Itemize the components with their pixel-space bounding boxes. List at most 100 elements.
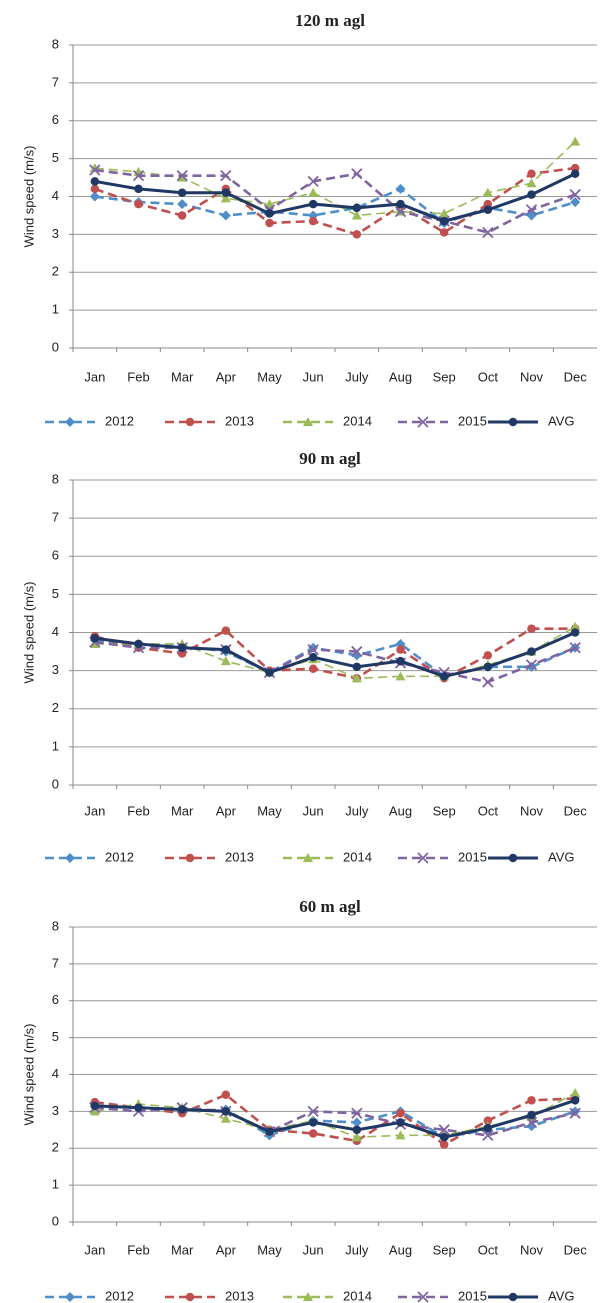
legend-label: 2013 bbox=[225, 413, 254, 428]
marker bbox=[308, 216, 318, 226]
series-line bbox=[94, 1106, 576, 1137]
x-tick-label: Apr bbox=[216, 803, 237, 818]
marker bbox=[439, 1140, 449, 1149]
legend-marker bbox=[185, 1292, 195, 1302]
series-line bbox=[94, 631, 576, 678]
legend-label: 2014 bbox=[343, 413, 372, 428]
y-axis-label: Wind speed (m/s) bbox=[21, 582, 36, 684]
marker bbox=[177, 643, 187, 652]
x-tick-label: May bbox=[257, 803, 282, 818]
marker bbox=[177, 211, 187, 220]
y-tick-label: 5 bbox=[52, 1029, 59, 1044]
x-tick-label: Mar bbox=[171, 1242, 194, 1257]
y-tick-label: 3 bbox=[52, 1103, 59, 1118]
series-line bbox=[94, 627, 576, 680]
legend-label: 2015 bbox=[458, 849, 487, 864]
legend-marker bbox=[508, 1292, 518, 1302]
x-tick-label: Dec bbox=[564, 803, 588, 818]
marker bbox=[526, 178, 537, 188]
y-tick-label: 0 bbox=[52, 1213, 59, 1228]
marker bbox=[483, 205, 493, 215]
marker bbox=[396, 199, 405, 209]
marker bbox=[483, 1116, 493, 1125]
marker bbox=[90, 1101, 100, 1111]
chart: 60 m agl Wind speed (m/s) 0 1 2 3 4 5 6 7 8 Jan Feb M… bbox=[21, 897, 597, 1303]
marker bbox=[483, 662, 493, 672]
series-line bbox=[94, 172, 576, 223]
marker bbox=[396, 1118, 405, 1127]
marker bbox=[351, 1132, 362, 1142]
marker bbox=[527, 1110, 536, 1120]
x-tick-label: Dec bbox=[564, 369, 588, 384]
marker bbox=[394, 206, 407, 218]
series-line bbox=[94, 166, 576, 236]
marker bbox=[177, 188, 187, 197]
marker bbox=[307, 175, 319, 187]
marker bbox=[265, 218, 274, 228]
legend-label: AVG bbox=[548, 1288, 575, 1303]
marker bbox=[569, 642, 581, 654]
marker bbox=[527, 1096, 536, 1105]
marker bbox=[220, 656, 231, 666]
x-tick-label: Jun bbox=[303, 1242, 324, 1257]
y-tick-label: 6 bbox=[52, 992, 59, 1007]
legend-label: 2012 bbox=[105, 849, 134, 864]
marker bbox=[525, 204, 538, 216]
marker bbox=[220, 170, 232, 182]
marker bbox=[89, 164, 101, 176]
marker bbox=[89, 191, 100, 202]
marker bbox=[482, 187, 493, 197]
y-tick-label: 7 bbox=[52, 510, 59, 525]
legend-marker bbox=[65, 853, 75, 863]
y-tick-label: 4 bbox=[52, 1066, 59, 1081]
chart: 120 m agl Wind speed (m/s) 0 1 2 3 4 5 6 7 8 Jan Feb… bbox=[21, 11, 597, 428]
y-tick-label: 5 bbox=[52, 586, 59, 601]
legend-label: 2015 bbox=[458, 413, 487, 428]
y-tick-label: 6 bbox=[52, 112, 59, 127]
x-tick-label: Mar bbox=[171, 369, 194, 384]
x-tick-label: Dec bbox=[564, 1242, 588, 1257]
marker bbox=[351, 210, 362, 220]
marker bbox=[526, 661, 537, 672]
marker bbox=[308, 664, 318, 673]
x-tick-label: Apr bbox=[216, 369, 237, 384]
y-tick-label: 0 bbox=[52, 339, 59, 354]
marker bbox=[396, 656, 405, 666]
marker bbox=[221, 626, 231, 635]
legend-label: 2012 bbox=[105, 413, 134, 428]
marker bbox=[221, 1090, 231, 1100]
y-tick-label: 2 bbox=[52, 264, 59, 279]
x-tick-label: Feb bbox=[127, 803, 149, 818]
x-tick-label: Nov bbox=[520, 369, 544, 384]
legend-marker bbox=[303, 1292, 313, 1301]
y-tick-label: 8 bbox=[52, 36, 59, 51]
chart: 90 m agl Wind speed (m/s) 0 1 2 3 4 5 6 7 8 Jan Feb M… bbox=[21, 449, 597, 864]
marker bbox=[134, 199, 143, 209]
legend-label: 2014 bbox=[343, 849, 372, 864]
x-tick-label: Jan bbox=[84, 803, 105, 818]
legend-marker bbox=[303, 853, 313, 862]
marker bbox=[132, 170, 145, 182]
chart-title: 120 m agl bbox=[295, 11, 365, 30]
legend-label: AVG bbox=[548, 849, 575, 864]
legend-marker bbox=[65, 417, 75, 427]
legend-label: AVG bbox=[548, 413, 575, 428]
marker bbox=[569, 188, 581, 201]
marker bbox=[352, 230, 362, 239]
marker bbox=[177, 1105, 187, 1114]
series-line bbox=[94, 168, 576, 234]
marker bbox=[527, 190, 536, 199]
marker bbox=[176, 170, 188, 182]
legend-label: 2012 bbox=[105, 1288, 134, 1303]
marker bbox=[308, 1118, 318, 1127]
legend-marker bbox=[417, 852, 429, 864]
marker bbox=[351, 1107, 363, 1119]
marker bbox=[308, 1129, 318, 1138]
x-tick-label: May bbox=[257, 369, 282, 384]
marker bbox=[220, 1113, 231, 1123]
marker bbox=[134, 184, 143, 194]
marker bbox=[308, 199, 318, 209]
y-tick-label: 3 bbox=[52, 662, 59, 677]
marker bbox=[265, 209, 274, 218]
